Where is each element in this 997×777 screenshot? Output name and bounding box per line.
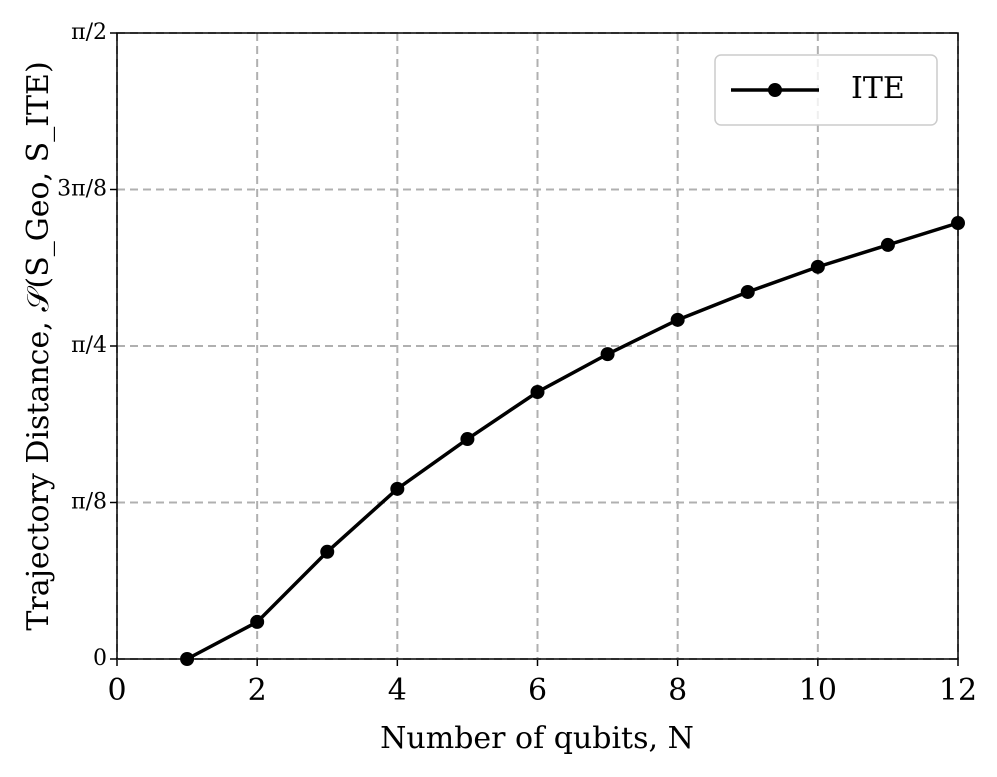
data-point bbox=[460, 432, 475, 447]
x-tick-label: 12 bbox=[939, 673, 977, 708]
data-point bbox=[390, 481, 405, 496]
x-tick-label: 6 bbox=[528, 673, 547, 708]
legend-frame bbox=[714, 54, 938, 126]
data-point bbox=[880, 237, 895, 252]
y-tick-label: 3π/8 bbox=[57, 177, 107, 202]
data-point bbox=[180, 652, 195, 666]
legend-label: ITE bbox=[851, 71, 905, 106]
data-point bbox=[320, 544, 335, 559]
data-point bbox=[670, 312, 685, 327]
x-tick-label: 2 bbox=[248, 673, 267, 708]
x-tick-label: 0 bbox=[107, 673, 126, 708]
y-tick-label: 0 bbox=[93, 646, 107, 671]
series-line bbox=[186, 221, 959, 661]
data-point bbox=[810, 259, 825, 274]
data-point bbox=[740, 284, 755, 299]
x-tick-label: 8 bbox=[668, 673, 687, 708]
data-point bbox=[951, 216, 965, 231]
legend: ITE bbox=[714, 54, 938, 126]
x-tick-label: 4 bbox=[388, 673, 407, 708]
y-tick-label: π/8 bbox=[71, 490, 107, 515]
data-point bbox=[600, 347, 615, 362]
y-tick-label: π/2 bbox=[71, 20, 107, 45]
data-point bbox=[250, 614, 265, 629]
y-tick-label: π/4 bbox=[71, 333, 107, 358]
x-axis-label: Number of qubits, N bbox=[380, 721, 694, 756]
y-axis-label: Trajectory Distance, 𝒮(S_Geo, S_ITE) bbox=[21, 61, 56, 630]
data-point bbox=[530, 384, 545, 399]
plot-frame bbox=[116, 32, 959, 660]
legend-marker bbox=[768, 83, 782, 97]
x-tick-label: 10 bbox=[799, 673, 837, 708]
